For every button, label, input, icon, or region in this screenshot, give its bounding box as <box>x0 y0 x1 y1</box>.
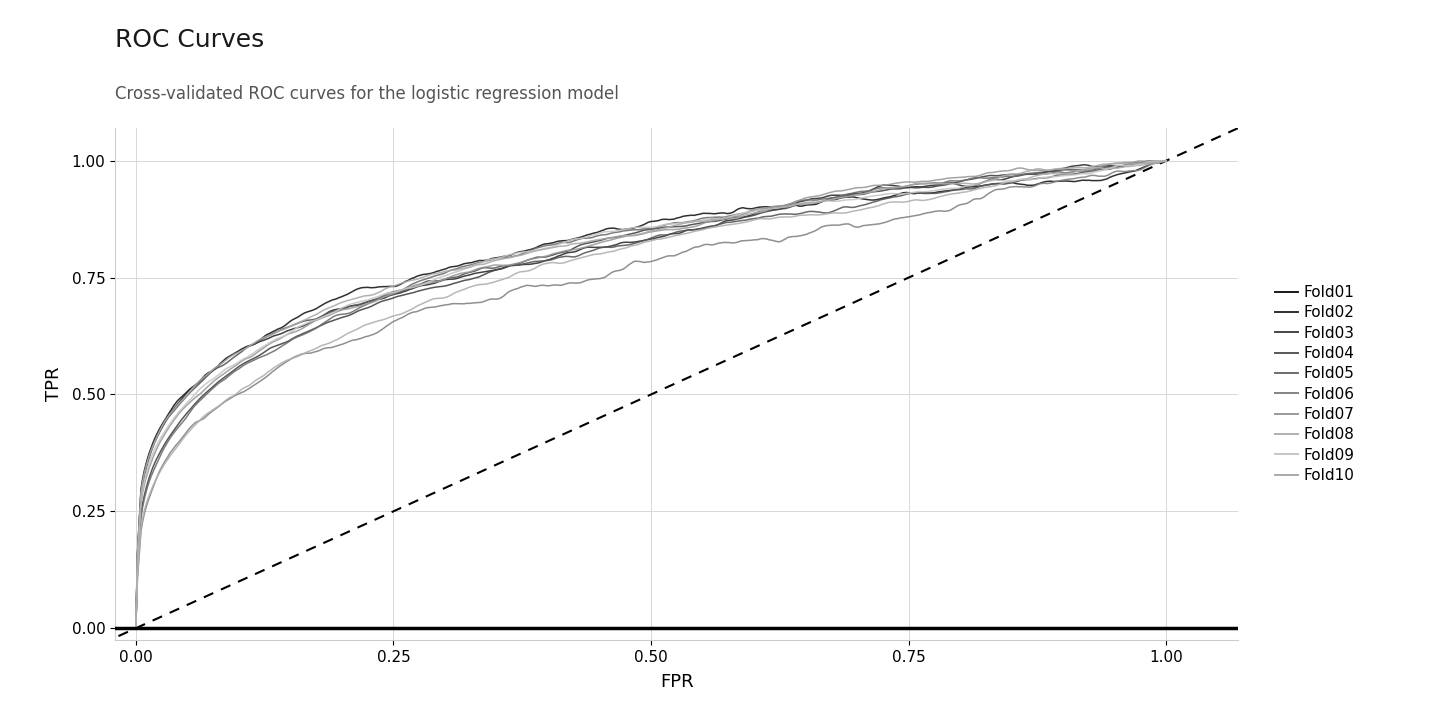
Fold03 <box>127 624 144 633</box>
Fold09 <box>127 624 144 633</box>
Line: Fold06: Fold06 <box>135 161 1166 629</box>
Fold10 <box>127 624 144 633</box>
Fold08 <box>310 343 327 352</box>
Fold04 <box>127 624 144 633</box>
Fold03 <box>593 235 611 244</box>
Fold02 <box>127 624 144 633</box>
Fold02 <box>815 193 832 201</box>
Line: Fold10: Fold10 <box>135 161 1166 629</box>
Fold10 <box>903 181 920 189</box>
Fold09 <box>593 228 611 237</box>
Fold06 <box>734 237 752 245</box>
Fold04 <box>734 216 752 225</box>
Fold02 <box>392 289 409 297</box>
Fold07 <box>392 287 409 295</box>
Fold09 <box>815 197 832 205</box>
Fold04 <box>903 189 920 198</box>
Fold08 <box>734 218 752 227</box>
Fold07 <box>903 178 920 186</box>
Fold09 <box>392 286 409 294</box>
Fold03 <box>392 292 409 300</box>
Line: Fold02: Fold02 <box>135 161 1166 629</box>
Fold06 <box>127 624 144 633</box>
Line: Fold03: Fold03 <box>135 161 1166 629</box>
Fold05 <box>815 195 832 203</box>
Fold01 <box>734 203 752 212</box>
Line: Fold04: Fold04 <box>135 161 1166 629</box>
Line: Fold01: Fold01 <box>135 161 1166 629</box>
Fold05 <box>593 230 611 239</box>
Fold10 <box>310 309 327 318</box>
Fold01 <box>310 303 327 311</box>
Fold07 <box>734 210 752 218</box>
Fold04 <box>1158 156 1175 165</box>
Fold07 <box>127 624 144 633</box>
Fold02 <box>734 213 752 222</box>
Fold08 <box>593 250 611 258</box>
Fold05 <box>903 181 920 189</box>
Fold08 <box>815 210 832 218</box>
Fold01 <box>593 226 611 235</box>
Fold03 <box>734 213 752 221</box>
Fold04 <box>392 287 409 296</box>
Fold10 <box>815 196 832 205</box>
Fold05 <box>1158 156 1175 165</box>
Fold08 <box>1158 156 1175 165</box>
Fold04 <box>593 243 611 252</box>
Line: Fold09: Fold09 <box>135 161 1166 629</box>
Fold06 <box>310 347 327 356</box>
Fold02 <box>310 314 327 322</box>
Fold05 <box>734 209 752 218</box>
Line: Fold05: Fold05 <box>135 161 1166 629</box>
Fold06 <box>1158 156 1175 165</box>
Fold10 <box>593 235 611 243</box>
Fold08 <box>903 196 920 205</box>
Fold09 <box>310 315 327 324</box>
Fold09 <box>903 188 920 197</box>
Fold10 <box>392 279 409 288</box>
Fold01 <box>903 189 920 198</box>
Fold06 <box>392 314 409 322</box>
Legend: Fold01, Fold02, Fold03, Fold04, Fold05, Fold06, Fold07, Fold08, Fold09, Fold10: Fold01, Fold02, Fold03, Fold04, Fold05, … <box>1269 279 1361 489</box>
Fold02 <box>903 183 920 191</box>
Fold07 <box>593 238 611 247</box>
Fold01 <box>127 624 144 633</box>
Fold04 <box>310 314 327 323</box>
Fold01 <box>1158 156 1175 165</box>
X-axis label: FPR: FPR <box>660 673 694 691</box>
Fold09 <box>1158 156 1175 165</box>
Text: ROC Curves: ROC Curves <box>115 28 265 53</box>
Fold06 <box>815 222 832 230</box>
Fold02 <box>1158 156 1175 165</box>
Y-axis label: TPR: TPR <box>46 367 63 401</box>
Fold07 <box>310 315 327 324</box>
Fold08 <box>127 624 144 633</box>
Line: Fold08: Fold08 <box>135 161 1166 629</box>
Fold07 <box>1158 156 1175 165</box>
Fold04 <box>815 208 832 217</box>
Fold03 <box>310 323 327 331</box>
Fold03 <box>903 183 920 192</box>
Fold03 <box>1158 156 1175 165</box>
Fold09 <box>734 209 752 218</box>
Fold05 <box>310 323 327 331</box>
Fold03 <box>815 197 832 205</box>
Fold01 <box>392 280 409 289</box>
Fold10 <box>1158 156 1175 165</box>
Fold05 <box>392 286 409 294</box>
Fold08 <box>392 310 409 319</box>
Text: Cross-validated ROC curves for the logistic regression model: Cross-validated ROC curves for the logis… <box>115 85 619 103</box>
Fold10 <box>734 211 752 220</box>
Fold02 <box>593 243 611 252</box>
Fold06 <box>593 274 611 282</box>
Fold05 <box>127 624 144 633</box>
Fold01 <box>815 197 832 205</box>
Fold06 <box>903 212 920 220</box>
Fold07 <box>815 190 832 198</box>
Line: Fold07: Fold07 <box>135 161 1166 629</box>
